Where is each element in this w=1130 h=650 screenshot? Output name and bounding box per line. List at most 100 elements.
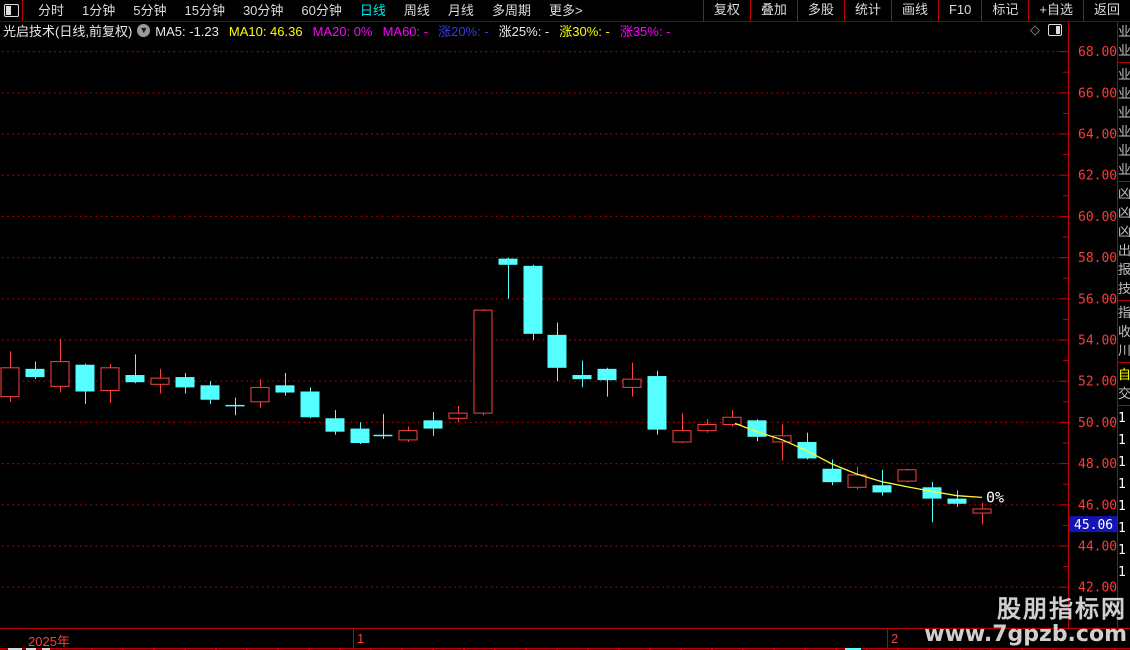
cutoff-text-mark xyxy=(8,648,22,650)
chevron-down-icon[interactable]: ▼ xyxy=(137,23,151,37)
indicator-label: MA5: -1.23 xyxy=(155,23,219,39)
ma-end-annotation: 0% xyxy=(986,488,1004,506)
strip-separator xyxy=(1118,362,1130,363)
toolbar-button-叠加[interactable]: 叠加 xyxy=(749,0,797,21)
period-tab-30分钟[interactable]: 30分钟 xyxy=(242,3,284,18)
indicator-label: MA60: - xyxy=(382,23,429,39)
svg-text:54.00: 54.00 xyxy=(1078,334,1117,349)
toolbar-button-复权[interactable]: 复权 xyxy=(702,0,750,21)
svg-text:52.00: 52.00 xyxy=(1078,375,1117,390)
strip-label-fragment: 业 xyxy=(1118,43,1130,58)
candlestick-chart[interactable]: 68.00 66.00 64.00 62.00 60.00 58.00 56.00 54.00… xyxy=(0,38,1130,628)
layout-toggle-button[interactable] xyxy=(0,0,23,21)
strip-label-fragment: 凶 xyxy=(1118,205,1130,220)
strip-label-fragment: 出 xyxy=(1118,243,1130,258)
panel-toggle-icon[interactable] xyxy=(1048,24,1062,36)
cutoff-text-mark xyxy=(26,648,36,650)
strip-separator xyxy=(1118,181,1130,182)
strip-separator xyxy=(1118,405,1130,406)
strip-label-fragment: 业 xyxy=(1118,86,1130,101)
month-separator xyxy=(353,629,354,648)
strip-digit: 1 xyxy=(1118,477,1126,492)
svg-text:60.00: 60.00 xyxy=(1078,210,1117,225)
period-tab-分时[interactable]: 分时 xyxy=(38,3,65,18)
svg-text:62.00: 62.00 xyxy=(1078,169,1117,184)
price-axis-line xyxy=(1068,22,1069,38)
month-label: 1 xyxy=(357,631,365,646)
strip-label-fragment: 凶 xyxy=(1118,224,1130,239)
svg-text:42.00: 42.00 xyxy=(1078,581,1117,596)
toolbar-button-返回[interactable]: 返回 xyxy=(1082,0,1130,21)
strip-label-fragment: 自 xyxy=(1118,367,1130,382)
svg-text:64.00: 64.00 xyxy=(1078,128,1117,143)
strip-label-fragment: 报 xyxy=(1118,262,1130,277)
indicator-label: 涨35%: - xyxy=(619,23,671,39)
year-label: 2025年 xyxy=(28,634,70,649)
strip-label-fragment: 收 xyxy=(1118,324,1130,339)
svg-text:48.00: 48.00 xyxy=(1078,457,1117,472)
strip-label-fragment: 技 xyxy=(1118,281,1130,296)
strip-label-fragment: 业 xyxy=(1118,24,1130,39)
svg-text:58.00: 58.00 xyxy=(1078,251,1117,266)
toolbar-button-+自选[interactable]: +自选 xyxy=(1028,0,1083,21)
indicator-values: MA5: -1.23 MA10: 46.36 MA20: 0% MA60: - 涨20%… xyxy=(155,21,680,40)
strip-label-fragment: 业 xyxy=(1118,162,1130,177)
diamond-icon[interactable]: ◇ xyxy=(1030,22,1040,37)
strip-digit: 1 xyxy=(1118,543,1126,558)
svg-text:56.00: 56.00 xyxy=(1078,292,1117,307)
strip-separator xyxy=(1118,62,1130,63)
strip-label-fragment: 川 xyxy=(1118,343,1130,358)
info-bar: 光启技术(日线,前复权) ▼ MA5: -1.23 MA10: 46.36 MA20… xyxy=(0,21,1068,40)
period-tab-日线[interactable]: 日线 xyxy=(359,3,386,18)
svg-text:68.00: 68.00 xyxy=(1078,45,1117,60)
svg-text:44.00: 44.00 xyxy=(1078,540,1117,555)
period-tab-月线[interactable]: 月线 xyxy=(447,3,474,18)
indicator-label: MA10: 46.36 xyxy=(228,23,303,39)
chart-title: 光启技术(日线,前复权) xyxy=(3,23,133,39)
strip-label-fragment: 指 xyxy=(1118,305,1130,320)
svg-text:46.00: 46.00 xyxy=(1078,498,1117,513)
strip-label-fragment: 业 xyxy=(1118,105,1130,120)
last-price-tag: 45.06 xyxy=(1074,518,1113,533)
period-tab-5分钟[interactable]: 5分钟 xyxy=(133,3,167,18)
month-label: 2 xyxy=(891,631,899,646)
indicator-label: MA20: 0% xyxy=(312,23,373,39)
period-tab-15分钟[interactable]: 15分钟 xyxy=(184,3,225,18)
strip-label-fragment: 交 xyxy=(1118,386,1130,401)
indicator-label: 涨30%: - xyxy=(559,23,610,39)
toolbar-button-统计[interactable]: 统计 xyxy=(843,0,891,21)
indicator-label: 涨25%: - xyxy=(498,23,550,39)
month-separator xyxy=(887,629,888,648)
strip-digit: 1 xyxy=(1118,455,1126,470)
layout-icon xyxy=(3,4,19,17)
period-tabs: 分时 1分钟 5分钟 15分钟 30分钟 60分钟 日线 周线 月线 多周期 更多> xyxy=(29,0,592,21)
strip-separator xyxy=(1118,300,1130,301)
cutoff-text-mark xyxy=(42,648,50,650)
toolbar-button-标记[interactable]: 标记 xyxy=(981,0,1028,21)
period-tab-多周期[interactable]: 多周期 xyxy=(491,3,531,18)
strip-label-fragment: 业 xyxy=(1118,67,1130,82)
indicator-label: 涨20%: - xyxy=(438,23,489,39)
period-tab-60分钟[interactable]: 60分钟 xyxy=(301,3,342,18)
strip-digit: 1 xyxy=(1118,521,1126,536)
period-tab-周线[interactable]: 周线 xyxy=(403,3,430,18)
strip-digit: 1 xyxy=(1118,499,1126,514)
top-toolbar: 分时 1分钟 5分钟 15分钟 30分钟 60分钟 日线 周线 月线 多周期 更多> 复权 叠加 多股统… xyxy=(0,0,1130,22)
svg-text:66.00: 66.00 xyxy=(1078,86,1117,101)
toolbar-button-画线[interactable]: 画线 xyxy=(890,0,938,21)
period-tab-更多>[interactable]: 更多> xyxy=(548,3,583,18)
toolbar-button-多股[interactable]: 多股 xyxy=(796,0,844,21)
strip-digit: 1 xyxy=(1118,565,1126,580)
period-tab-1分钟[interactable]: 1分钟 xyxy=(82,3,116,18)
toolbar-actions: 复权 叠加 多股 统计 画线 F10 标记 +自选 返回 xyxy=(702,0,1130,21)
time-axis[interactable]: 2025年 1 2 xyxy=(0,628,1130,649)
strip-digit: 1 xyxy=(1118,433,1126,448)
info-bar-icons: ◇ xyxy=(1030,22,1062,38)
strip-digit: 1 xyxy=(1118,411,1126,426)
svg-text:50.00: 50.00 xyxy=(1078,416,1117,431)
strip-label-fragment: 凶 xyxy=(1118,186,1130,201)
toolbar-button-F10[interactable]: F10 xyxy=(937,0,981,21)
strip-label-fragment: 业 xyxy=(1118,143,1130,158)
